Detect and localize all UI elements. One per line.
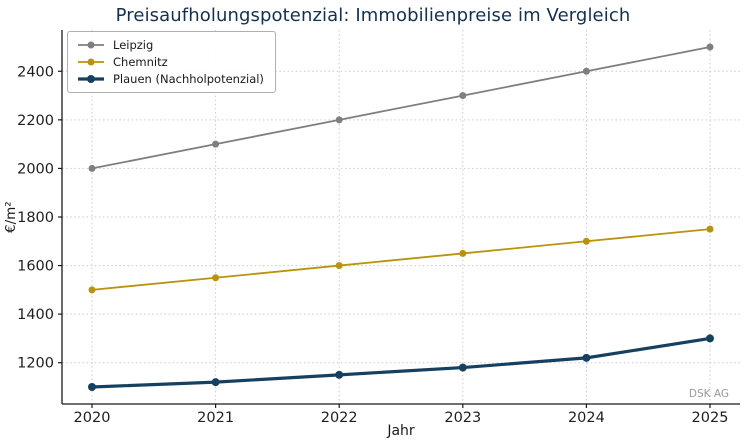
y-tick-label: 1400 — [17, 307, 54, 323]
x-tick-label: 2022 — [321, 410, 358, 426]
data-point — [335, 116, 343, 124]
legend-label: Plauen (Nachholpotenzial) — [113, 72, 264, 86]
data-point — [211, 378, 220, 387]
x-tick-label: 2024 — [568, 410, 605, 426]
x-tick-label: 2020 — [74, 410, 111, 426]
data-point — [706, 334, 714, 343]
legend-line-marker-icon — [78, 41, 104, 49]
data-point — [212, 140, 220, 148]
legend-line-marker-icon — [78, 75, 104, 83]
data-point — [706, 43, 714, 51]
data-point — [335, 262, 343, 270]
legend-label: Chemnitz — [113, 55, 168, 69]
legend-label: Leipzig — [113, 38, 154, 52]
legend-line-marker-icon — [78, 58, 104, 66]
series-line-leipzig — [91, 46, 711, 170]
y-tick-label: 2400 — [17, 64, 54, 80]
data-point — [582, 353, 591, 362]
data-point — [706, 225, 714, 233]
y-tick-label: 2000 — [17, 161, 54, 177]
data-point — [582, 67, 590, 75]
y-tick-label: 1200 — [17, 356, 54, 372]
legend-item: Leipzig — [77, 38, 264, 52]
data-point — [459, 92, 467, 100]
chart-title: Preisaufholungspotenzial: Immobilienprei… — [115, 5, 631, 26]
y-tick-label: 2200 — [17, 113, 54, 129]
data-point — [88, 383, 96, 391]
x-tick-label: 2021 — [197, 410, 234, 426]
series-line-chemnitz — [91, 228, 711, 291]
x-tick-label: 2023 — [444, 410, 481, 426]
data-point — [88, 286, 96, 294]
y-tick-label: 1800 — [17, 210, 54, 226]
data-point — [212, 274, 220, 282]
y-tick-label: 1600 — [17, 259, 54, 275]
series-line-plauen-nachholpotenzial — [90, 336, 712, 389]
data-point — [88, 164, 96, 172]
y-axis-label: €/m² — [3, 201, 19, 233]
x-tick-label: 2025 — [692, 410, 729, 426]
legend-item: Plauen (Nachholpotenzial) — [77, 72, 264, 86]
data-point — [459, 249, 467, 257]
legend-item: Chemnitz — [77, 55, 264, 69]
data-point — [458, 363, 467, 372]
data-point — [335, 370, 344, 379]
watermark-text: DSK AG — [688, 388, 729, 400]
legend: Leipzig Chemnitz Plauen (Nachholpotenzial) — [67, 31, 276, 93]
x-axis-label: Jahr — [387, 423, 415, 439]
data-point — [582, 237, 590, 245]
